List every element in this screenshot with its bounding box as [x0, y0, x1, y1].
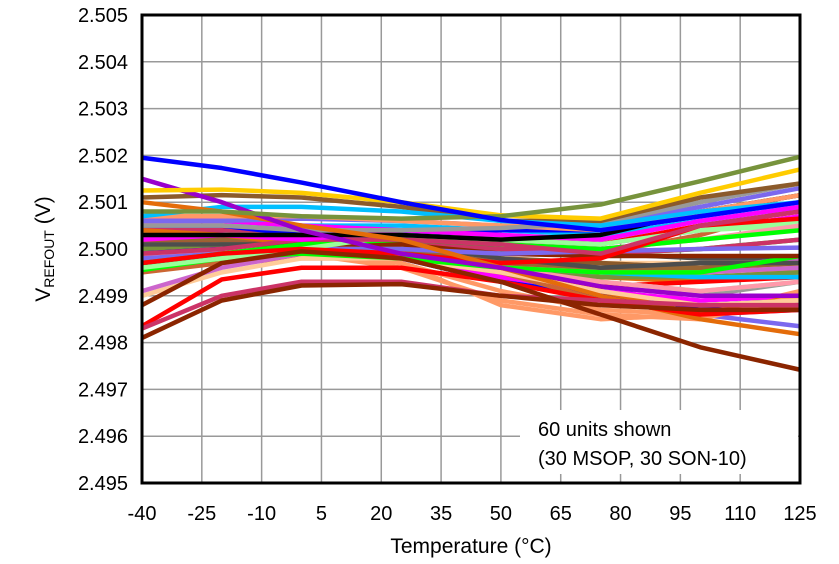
- y-tick-label: 2.502: [78, 145, 128, 167]
- x-tick-label: 50: [490, 503, 512, 525]
- x-tick-label: -25: [187, 503, 216, 525]
- y-tick-label: 2.501: [78, 192, 128, 214]
- annotation-line-2: (30 MSOP, 30 SON-10): [538, 448, 747, 470]
- x-tick-label: 125: [783, 503, 816, 525]
- x-tick-label: -40: [128, 503, 157, 525]
- annotation-box: [520, 410, 798, 474]
- y-axis-label-main: V: [32, 288, 55, 302]
- series-line-60: [140, 249, 801, 372]
- series-lines: [140, 154, 801, 372]
- series-line-50: [141, 181, 801, 224]
- y-tick-label: 2.503: [78, 99, 128, 121]
- series-line-29: [142, 237, 801, 270]
- y-axis-label-subscript: REFOUT: [41, 230, 57, 288]
- annotation: 60 units shown (30 MSOP, 30 SON-10): [520, 410, 798, 474]
- x-tick-label: 80: [609, 503, 631, 525]
- series-line-56: [141, 176, 800, 299]
- x-tick-label: 5: [316, 503, 327, 525]
- x-tick-label: 20: [370, 503, 392, 525]
- x-tick-label: 110: [724, 503, 756, 525]
- y-tick-label: 2.504: [78, 52, 128, 74]
- y-axis-label: VREFOUT (V): [32, 196, 57, 301]
- series-line-59: [141, 155, 801, 233]
- y-tick-label: 2.497: [78, 379, 128, 401]
- series-line-44: [141, 209, 801, 256]
- y-tick-label: 2.496: [78, 426, 128, 448]
- x-axis-label: Temperature (°C): [390, 535, 551, 558]
- y-tick-label: 2.499: [78, 286, 128, 308]
- y-tick-label: 2.500: [78, 239, 128, 261]
- annotation-line-1: 60 units shown: [538, 419, 671, 441]
- x-tick-label: 65: [550, 503, 572, 525]
- series-line-55: [141, 281, 800, 340]
- series-line-53: [140, 265, 801, 329]
- x-tick-label: -10: [247, 503, 276, 525]
- series-line-57: [141, 167, 801, 221]
- series-line-49: [142, 181, 801, 233]
- x-tick-labels: -40 -25 -10 5 20 35 50 65 80 95 110 125: [128, 503, 817, 525]
- series-line-58: [142, 154, 801, 221]
- y-tick-label: 2.498: [78, 333, 128, 355]
- plot-border: [140, 13, 802, 485]
- y-tick-labels: 2.495 2.496 2.497 2.498 2.499 2.500 2.501 2.502…: [78, 5, 128, 495]
- y-axis-label-unit: (V): [32, 196, 55, 230]
- x-tick-label: 95: [669, 503, 691, 525]
- y-tick-label: 2.495: [78, 473, 128, 495]
- x-tick-label: 35: [430, 503, 452, 525]
- y-tick-label: 2.505: [78, 5, 128, 27]
